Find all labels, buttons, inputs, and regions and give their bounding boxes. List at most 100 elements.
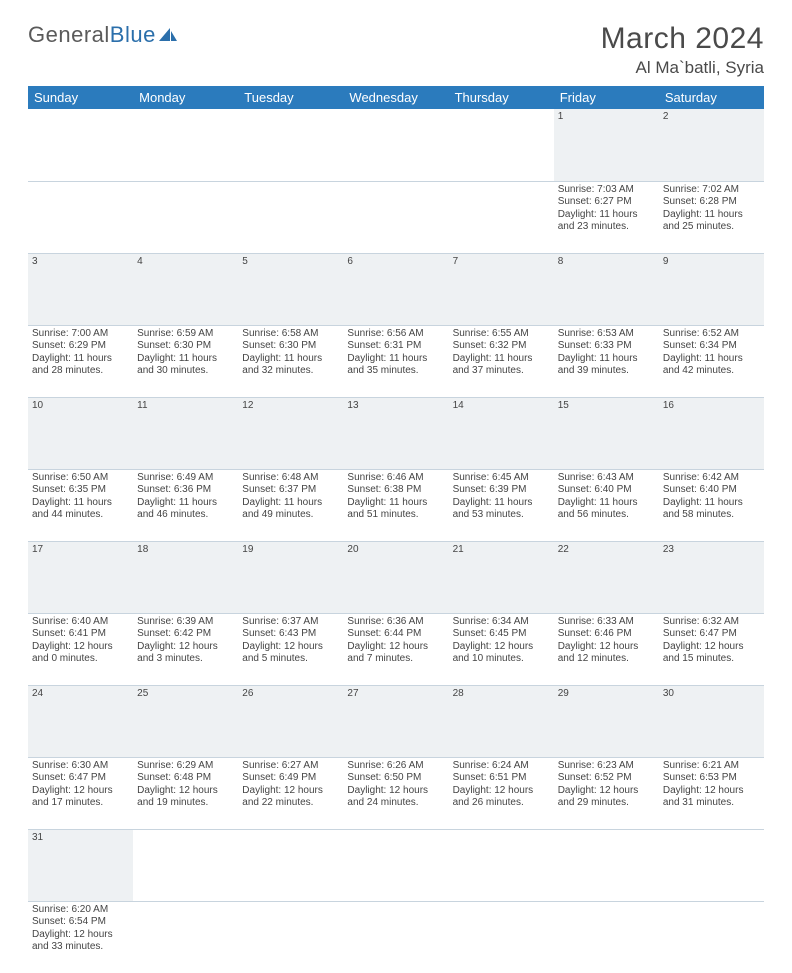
daylight-line: and 42 minutes. bbox=[663, 365, 760, 378]
day-number: 16 bbox=[659, 397, 764, 469]
daylight-line: and 49 minutes. bbox=[242, 509, 339, 522]
day-cell: Sunrise: 6:27 AMSunset: 6:49 PMDaylight:… bbox=[238, 757, 343, 829]
day-cell bbox=[554, 901, 659, 973]
daylight-line: and 10 minutes. bbox=[453, 653, 550, 666]
weekday-header: Sunday bbox=[28, 86, 133, 109]
daylight-line: and 23 minutes. bbox=[558, 221, 655, 234]
day-cell: Sunrise: 6:29 AMSunset: 6:48 PMDaylight:… bbox=[133, 757, 238, 829]
daylight-line: Daylight: 12 hours bbox=[32, 785, 129, 798]
daylight-line: Daylight: 11 hours bbox=[453, 353, 550, 366]
day-number: 14 bbox=[449, 397, 554, 469]
daylight-line: and 0 minutes. bbox=[32, 653, 129, 666]
daylight-line: and 25 minutes. bbox=[663, 221, 760, 234]
daylight-line: and 5 minutes. bbox=[242, 653, 339, 666]
day-number bbox=[343, 829, 448, 901]
day-number bbox=[238, 109, 343, 181]
sunset-line: Sunset: 6:40 PM bbox=[558, 484, 655, 497]
sunset-line: Sunset: 6:39 PM bbox=[453, 484, 550, 497]
daynum-row: 3456789 bbox=[28, 253, 764, 325]
day-cell: Sunrise: 6:20 AMSunset: 6:54 PMDaylight:… bbox=[28, 901, 133, 973]
day-number bbox=[343, 109, 448, 181]
day-number: 23 bbox=[659, 541, 764, 613]
day-number: 19 bbox=[238, 541, 343, 613]
day-number: 30 bbox=[659, 685, 764, 757]
week-row: Sunrise: 7:03 AMSunset: 6:27 PMDaylight:… bbox=[28, 181, 764, 253]
sunrise-line: Sunrise: 6:23 AM bbox=[558, 760, 655, 773]
daylight-line: Daylight: 11 hours bbox=[663, 353, 760, 366]
sunrise-line: Sunrise: 6:46 AM bbox=[347, 472, 444, 485]
daylight-line: Daylight: 12 hours bbox=[663, 641, 760, 654]
sunrise-line: Sunrise: 6:26 AM bbox=[347, 760, 444, 773]
week-row: Sunrise: 7:00 AMSunset: 6:29 PMDaylight:… bbox=[28, 325, 764, 397]
sunset-line: Sunset: 6:44 PM bbox=[347, 628, 444, 641]
day-cell: Sunrise: 6:34 AMSunset: 6:45 PMDaylight:… bbox=[449, 613, 554, 685]
day-cell: Sunrise: 6:52 AMSunset: 6:34 PMDaylight:… bbox=[659, 325, 764, 397]
day-number bbox=[28, 109, 133, 181]
daylight-line: Daylight: 11 hours bbox=[347, 353, 444, 366]
sunset-line: Sunset: 6:46 PM bbox=[558, 628, 655, 641]
day-cell bbox=[133, 901, 238, 973]
daynum-row: 17181920212223 bbox=[28, 541, 764, 613]
sunrise-line: Sunrise: 6:32 AM bbox=[663, 616, 760, 629]
daylight-line: and 19 minutes. bbox=[137, 797, 234, 810]
day-number: 15 bbox=[554, 397, 659, 469]
day-cell bbox=[238, 181, 343, 253]
calendar-table: SundayMondayTuesdayWednesdayThursdayFrid… bbox=[28, 86, 764, 973]
daylight-line: Daylight: 12 hours bbox=[347, 641, 444, 654]
day-cell bbox=[343, 901, 448, 973]
daylight-line: Daylight: 12 hours bbox=[558, 785, 655, 798]
day-cell: Sunrise: 6:37 AMSunset: 6:43 PMDaylight:… bbox=[238, 613, 343, 685]
daylight-line: Daylight: 11 hours bbox=[558, 353, 655, 366]
day-cell: Sunrise: 6:36 AMSunset: 6:44 PMDaylight:… bbox=[343, 613, 448, 685]
day-number: 27 bbox=[343, 685, 448, 757]
sunrise-line: Sunrise: 6:56 AM bbox=[347, 328, 444, 341]
daylight-line: Daylight: 12 hours bbox=[137, 785, 234, 798]
sunset-line: Sunset: 6:48 PM bbox=[137, 772, 234, 785]
day-cell: Sunrise: 6:24 AMSunset: 6:51 PMDaylight:… bbox=[449, 757, 554, 829]
day-number: 31 bbox=[28, 829, 133, 901]
sunset-line: Sunset: 6:42 PM bbox=[137, 628, 234, 641]
day-number: 25 bbox=[133, 685, 238, 757]
week-row: Sunrise: 6:40 AMSunset: 6:41 PMDaylight:… bbox=[28, 613, 764, 685]
sunset-line: Sunset: 6:36 PM bbox=[137, 484, 234, 497]
day-number bbox=[238, 829, 343, 901]
daynum-row: 24252627282930 bbox=[28, 685, 764, 757]
daylight-line: Daylight: 11 hours bbox=[242, 497, 339, 510]
day-cell: Sunrise: 6:58 AMSunset: 6:30 PMDaylight:… bbox=[238, 325, 343, 397]
daylight-line: and 35 minutes. bbox=[347, 365, 444, 378]
daylight-line: and 15 minutes. bbox=[663, 653, 760, 666]
day-cell: Sunrise: 7:03 AMSunset: 6:27 PMDaylight:… bbox=[554, 181, 659, 253]
daylight-line: Daylight: 11 hours bbox=[663, 209, 760, 222]
sunrise-line: Sunrise: 6:59 AM bbox=[137, 328, 234, 341]
sunset-line: Sunset: 6:35 PM bbox=[32, 484, 129, 497]
sunrise-line: Sunrise: 6:34 AM bbox=[453, 616, 550, 629]
daylight-line: Daylight: 11 hours bbox=[32, 353, 129, 366]
daylight-line: Daylight: 11 hours bbox=[32, 497, 129, 510]
sunset-line: Sunset: 6:27 PM bbox=[558, 196, 655, 209]
daylight-line: Daylight: 12 hours bbox=[32, 929, 129, 942]
daylight-line: and 28 minutes. bbox=[32, 365, 129, 378]
weekday-header: Tuesday bbox=[238, 86, 343, 109]
day-cell: Sunrise: 6:40 AMSunset: 6:41 PMDaylight:… bbox=[28, 613, 133, 685]
daylight-line: and 26 minutes. bbox=[453, 797, 550, 810]
day-number: 29 bbox=[554, 685, 659, 757]
sunset-line: Sunset: 6:47 PM bbox=[663, 628, 760, 641]
sunset-line: Sunset: 6:53 PM bbox=[663, 772, 760, 785]
day-number: 17 bbox=[28, 541, 133, 613]
day-cell bbox=[449, 901, 554, 973]
day-number: 3 bbox=[28, 253, 133, 325]
daylight-line: Daylight: 12 hours bbox=[663, 785, 760, 798]
daylight-line: and 46 minutes. bbox=[137, 509, 234, 522]
day-cell: Sunrise: 6:48 AMSunset: 6:37 PMDaylight:… bbox=[238, 469, 343, 541]
weekday-header: Saturday bbox=[659, 86, 764, 109]
daylight-line: and 33 minutes. bbox=[32, 941, 129, 954]
daylight-line: Daylight: 11 hours bbox=[137, 353, 234, 366]
daylight-line: Daylight: 12 hours bbox=[453, 785, 550, 798]
sunrise-line: Sunrise: 6:52 AM bbox=[663, 328, 760, 341]
logo-sail-icon bbox=[158, 27, 178, 43]
day-cell: Sunrise: 6:46 AMSunset: 6:38 PMDaylight:… bbox=[343, 469, 448, 541]
daylight-line: Daylight: 11 hours bbox=[558, 497, 655, 510]
day-number bbox=[133, 829, 238, 901]
daynum-row: 12 bbox=[28, 109, 764, 181]
sunset-line: Sunset: 6:50 PM bbox=[347, 772, 444, 785]
